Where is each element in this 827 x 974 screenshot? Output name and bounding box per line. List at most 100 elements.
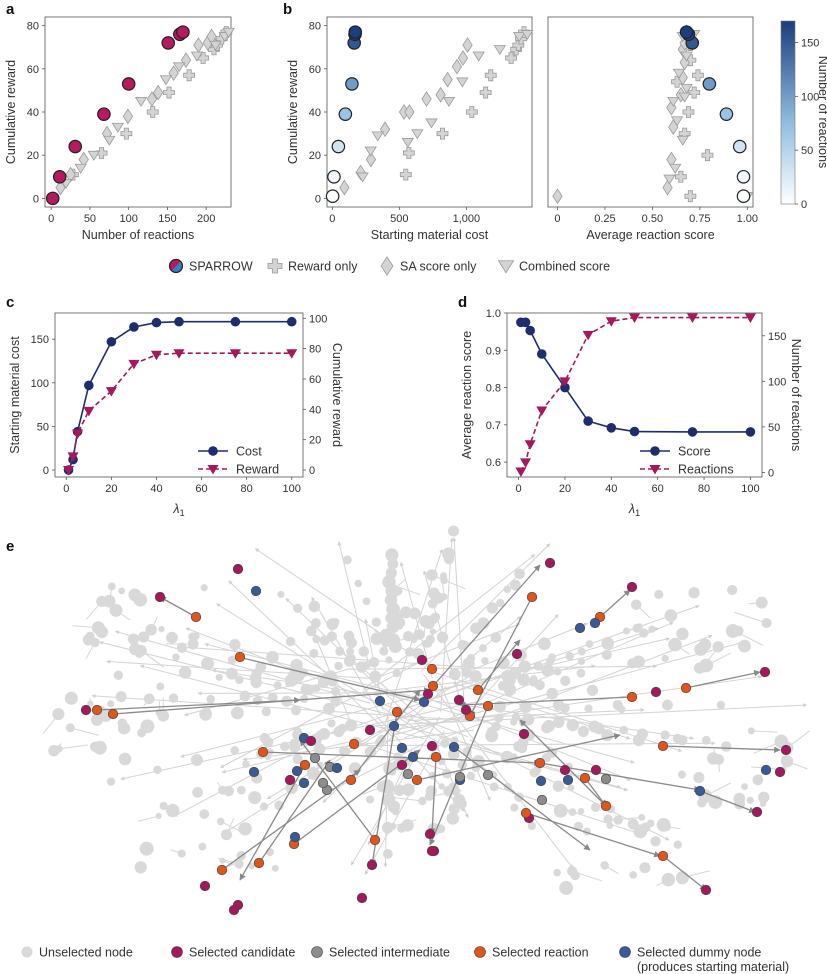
unselected-node	[309, 648, 319, 658]
unselected-node	[155, 812, 162, 820]
unselected-node	[693, 662, 706, 674]
selected-candidate-node	[759, 666, 771, 678]
x-tick-label: 50	[84, 213, 96, 225]
unselected-edge	[115, 630, 371, 704]
series-point-cost	[84, 380, 94, 391]
unselected-node	[143, 693, 155, 705]
unselected-node	[290, 705, 302, 716]
selected-candidate-node	[426, 740, 438, 752]
unselected-node	[481, 657, 489, 665]
legend-unselected-marker	[21, 946, 33, 958]
legend-sparrow-marker	[168, 258, 184, 274]
plus-point	[674, 170, 687, 183]
y-tick-label: 80	[309, 21, 321, 33]
diamond-point	[457, 50, 469, 66]
unselected-node	[289, 738, 300, 749]
unselected-node	[661, 699, 673, 711]
colorbar-tick-label: 150	[801, 38, 819, 50]
unselected-node	[287, 669, 299, 681]
unselected-node	[338, 747, 347, 755]
series-point-reward	[229, 349, 241, 359]
legend-marker-cost	[208, 446, 218, 456]
diamond-point	[168, 65, 179, 82]
unselected-node	[65, 723, 75, 733]
unselected-node	[166, 803, 180, 818]
sparrow-point	[97, 107, 111, 121]
selected-reaction-node	[626, 691, 638, 703]
unselected-node	[135, 649, 144, 659]
unselected-node	[638, 813, 646, 821]
triangle-point	[672, 68, 686, 79]
unselected-node	[235, 675, 244, 685]
unselected-node	[479, 644, 487, 653]
unselected-node	[106, 777, 116, 786]
unselected-node	[676, 627, 689, 641]
unselected-node	[168, 693, 179, 703]
unselected-node	[285, 679, 293, 688]
diamond-point	[65, 166, 76, 183]
unselected-node	[242, 760, 250, 768]
unselected-node	[586, 684, 599, 697]
colorbar-tick-label: 100	[801, 91, 819, 103]
y-right-tick-label: 40	[309, 404, 321, 416]
selected-edge	[96, 697, 301, 711]
unselected-edge	[420, 543, 551, 672]
axes-frame	[547, 16, 754, 208]
series-point-cost	[230, 316, 241, 327]
selected-dummy-node	[248, 766, 260, 778]
triangle-point	[401, 137, 415, 148]
unselected-node	[387, 800, 401, 814]
unselected-node	[379, 628, 392, 641]
selected-candidate-node	[700, 884, 712, 896]
selected-reaction-node	[107, 708, 119, 720]
legend-label-cost: Cost	[236, 445, 262, 459]
unselected-node	[552, 780, 565, 792]
unselected-node	[486, 602, 499, 614]
unselected-node	[178, 666, 192, 679]
unselected-node	[429, 628, 436, 635]
selected-candidate-node	[626, 581, 638, 593]
unselected-node	[255, 661, 267, 673]
colorbar-tick-label: 50	[801, 145, 813, 157]
unselected-node	[107, 700, 115, 708]
unselected-node	[418, 796, 427, 806]
unselected-node	[553, 667, 562, 676]
series-point-reward	[83, 406, 95, 417]
unselected-node	[219, 857, 226, 864]
unselected-node	[673, 840, 682, 849]
unselected-node	[304, 685, 315, 695]
unselected-node	[248, 791, 262, 805]
unselected-node	[87, 700, 94, 707]
selected-edge	[477, 639, 521, 691]
series-point-reactions	[582, 330, 594, 341]
unselected-node	[218, 785, 228, 795]
selected-dummy-node	[574, 622, 586, 634]
diamond-point	[339, 179, 350, 196]
unselected-node	[227, 655, 237, 665]
unselected-node	[529, 675, 538, 684]
unselected-node	[354, 579, 363, 588]
unselected-node	[355, 661, 368, 673]
unselected-node	[312, 635, 321, 644]
unselected-node	[187, 638, 199, 650]
x-tick-label: 0	[329, 213, 335, 225]
triangle-point	[676, 135, 689, 146]
series-point-reactions	[686, 313, 698, 324]
unselected-node	[386, 620, 400, 634]
unselected-node	[239, 690, 251, 702]
plus-point	[682, 106, 695, 118]
selected-edge	[662, 745, 781, 754]
unselected-node	[95, 625, 109, 639]
plus-point	[688, 86, 701, 99]
unselected-node	[262, 736, 274, 748]
plus-point	[505, 52, 517, 64]
sparrow-point	[52, 169, 67, 184]
unselected-node	[469, 670, 482, 683]
diamond-point	[442, 71, 453, 88]
y-tick-label: 0	[33, 193, 39, 205]
selected-edge	[159, 596, 197, 618]
legend-label-score: Score	[678, 445, 711, 459]
unselected-node	[293, 603, 303, 613]
colorbar-gradient	[780, 20, 796, 205]
